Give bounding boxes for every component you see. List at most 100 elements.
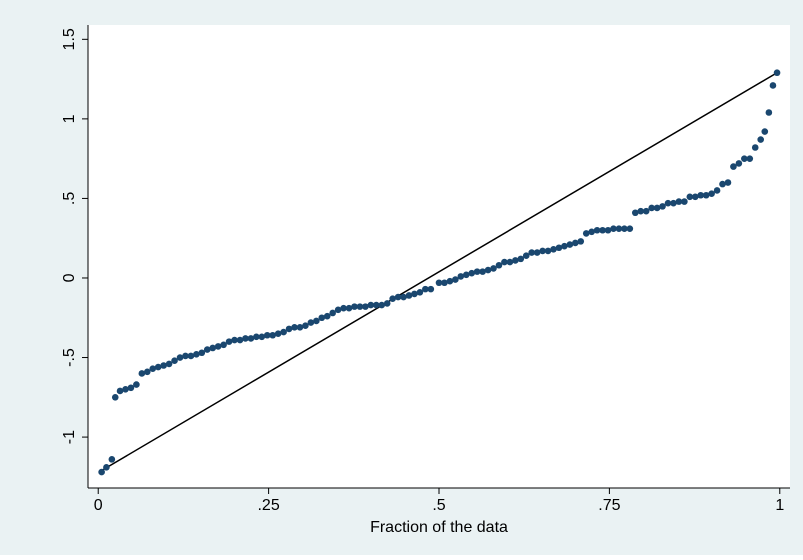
point [555,244,563,252]
point [247,335,255,342]
point [670,199,677,207]
point [116,387,124,395]
point [462,271,470,279]
point [484,266,492,274]
point [389,295,396,302]
point [372,301,380,309]
point [263,331,271,339]
point [544,247,552,255]
point [457,273,465,280]
y-tick-label: -.5 [61,348,78,367]
point [383,300,391,307]
point [416,288,424,296]
point [280,328,287,336]
x-tick-label: .75 [598,497,620,514]
point [501,258,508,266]
point [274,330,282,337]
point [171,357,178,365]
point [506,258,514,266]
point [512,257,519,264]
point [258,333,266,341]
point [621,225,628,232]
point [435,279,443,287]
point [495,261,503,269]
point [122,386,129,393]
point [610,225,617,232]
y-tick-label: 1 [61,114,78,123]
point [203,346,211,353]
point [572,239,579,247]
point [302,322,309,330]
point [220,341,227,349]
point [242,335,249,342]
point [160,362,167,369]
point [528,249,535,256]
point [746,155,754,162]
point [209,344,217,352]
point [724,179,732,186]
point [334,306,342,314]
point [214,343,222,350]
point [411,290,418,298]
point [236,336,244,344]
point [659,203,666,210]
point [751,144,759,151]
point [719,180,726,188]
point [307,319,315,326]
x-tick-label: 1 [775,497,784,514]
point [533,249,541,256]
point [642,207,650,215]
point [686,193,694,201]
point [761,128,769,135]
point [367,301,375,309]
point [773,69,781,77]
point [356,303,364,310]
point [133,381,140,388]
point [143,368,151,376]
point [708,190,715,197]
point [296,324,304,331]
point [149,365,157,372]
point [637,207,645,215]
point [577,238,585,245]
point [697,191,705,199]
x-axis-label: Fraction of the data [370,519,508,536]
point [741,155,748,162]
point [648,204,655,212]
x-tick-label: .25 [257,497,279,514]
point [517,255,525,263]
point [165,360,173,368]
point [550,246,557,253]
point [615,225,623,232]
point [468,269,476,277]
point [626,225,634,232]
point [405,292,413,299]
point [291,324,298,331]
point [111,394,119,401]
x-tick-label: .5 [432,497,445,514]
point [561,242,568,250]
point [400,293,407,301]
plot-area [88,25,790,488]
point [182,352,189,360]
point [394,293,402,301]
point [522,252,530,260]
point [604,226,612,234]
point [653,204,661,212]
point [691,193,699,201]
point [730,163,737,170]
point [378,301,386,309]
point [231,336,238,344]
reference-line [101,72,778,472]
y-tick-label: .5 [61,192,78,205]
point [340,304,347,312]
point [187,352,195,360]
y-tick-label: 1.5 [61,28,78,50]
point [127,384,135,392]
point [103,464,110,471]
point [98,468,105,476]
point [765,109,773,116]
point [154,363,162,371]
point [664,199,672,207]
point [599,226,606,234]
